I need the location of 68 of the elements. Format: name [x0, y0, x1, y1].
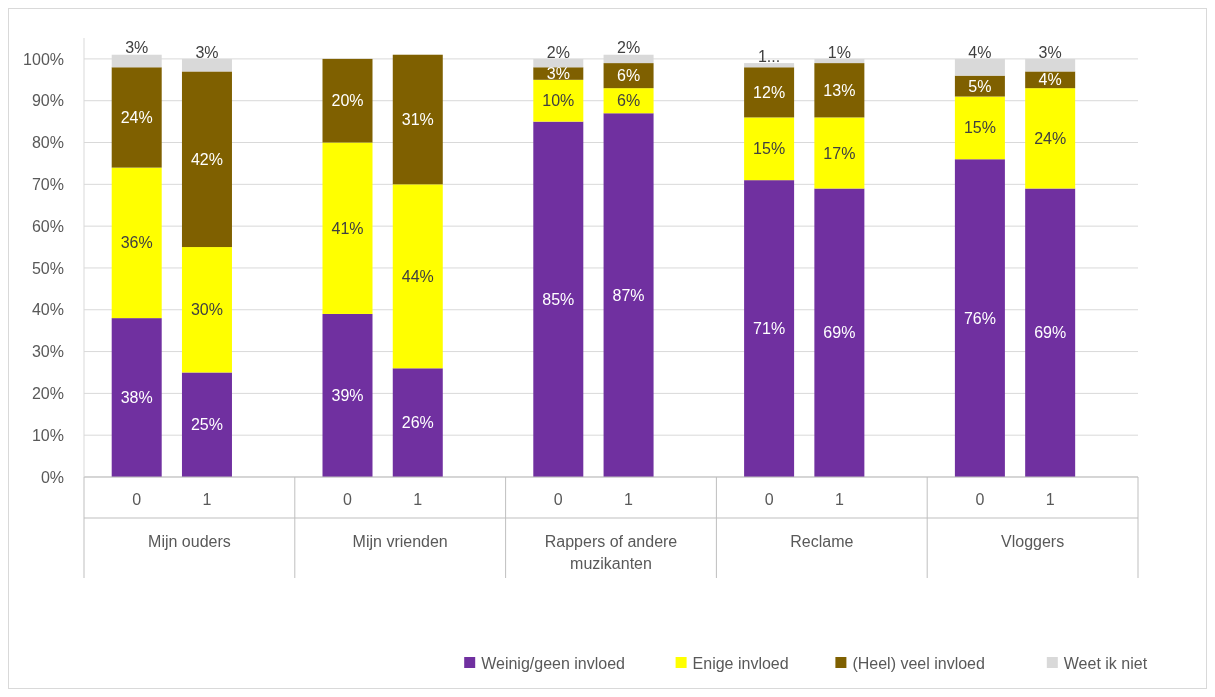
y-tick-label: 60% — [31, 217, 64, 235]
text: Mijn ouders — [148, 533, 231, 550]
y-tick-label: 30% — [31, 343, 64, 361]
data-label: 13% — [823, 81, 856, 99]
x-tick-label: 1 — [834, 491, 844, 508]
y-tick-label: 50% — [31, 259, 64, 277]
x-tick-label: 1 — [624, 491, 634, 508]
data-label: 30% — [190, 301, 223, 319]
text: Vloggers — [1001, 533, 1065, 550]
data-label: 25% — [190, 416, 223, 434]
data-label: 41% — [331, 219, 364, 237]
data-label: 71% — [753, 320, 786, 338]
legend-label: Weet ik niet — [1063, 654, 1148, 672]
data-label: 3% — [125, 39, 149, 57]
data-label: 20% — [331, 92, 364, 110]
x-tick-label: 1 — [1045, 491, 1055, 508]
data-label: 15% — [753, 140, 786, 158]
legend-label: (Heel) veel invloed — [852, 654, 985, 672]
data-label: 69% — [823, 324, 856, 342]
x-tick-label: 0 — [343, 491, 353, 508]
y-tick-label: 40% — [31, 301, 64, 319]
y-tick-label: 100% — [23, 50, 64, 68]
data-label: 1... — [757, 47, 781, 65]
x-tick-label: 0 — [553, 491, 563, 508]
data-label: 12% — [753, 83, 786, 101]
data-label: 87% — [612, 286, 645, 304]
y-tick-label: 90% — [31, 92, 64, 110]
data-label: 4% — [1038, 71, 1062, 89]
data-label: 69% — [1034, 324, 1067, 342]
x-tick-label: 0 — [764, 491, 774, 508]
data-label: 2% — [617, 39, 641, 57]
data-label: 3% — [1038, 43, 1062, 61]
data-label: 24% — [1034, 129, 1067, 147]
data-label: 6% — [617, 67, 641, 85]
data-label: 4% — [968, 43, 992, 61]
data-label: 38% — [120, 389, 153, 407]
legend-label: Weinig/geen invloed — [481, 654, 626, 672]
data-label: 2% — [546, 43, 570, 61]
x-tick-label: 1 — [202, 491, 212, 508]
data-label: 3% — [195, 43, 219, 61]
data-label: 31% — [401, 111, 434, 129]
data-label: 42% — [190, 150, 223, 168]
data-label: 15% — [963, 119, 996, 137]
data-label: 85% — [542, 290, 575, 308]
text: Rappers of andere muzikanten — [544, 533, 678, 572]
data-label: 6% — [617, 92, 641, 110]
x-tick-label: 0 — [132, 491, 142, 508]
legend-label: Enige invloed — [692, 654, 789, 672]
data-label: 10% — [542, 92, 575, 110]
data-label: 1% — [827, 43, 851, 61]
data-label: 24% — [120, 109, 153, 127]
data-label: 39% — [331, 387, 364, 405]
text: Reclame — [790, 533, 854, 550]
data-label: 36% — [120, 234, 153, 252]
data-label: 44% — [401, 267, 434, 285]
data-label: 76% — [963, 309, 996, 327]
y-tick-label: 20% — [31, 384, 64, 402]
y-tick-label: 10% — [31, 426, 64, 444]
x-tick-label: 0 — [975, 491, 985, 508]
y-tick-label: 70% — [31, 175, 64, 193]
y-tick-label: 0% — [40, 468, 64, 486]
y-tick-label: 80% — [31, 134, 64, 152]
data-label: 3% — [546, 65, 570, 83]
data-label: 26% — [401, 414, 434, 432]
data-label: 5% — [968, 77, 992, 95]
data-label: 17% — [823, 144, 856, 162]
text: Mijn vrienden — [352, 533, 448, 550]
x-tick-label: 1 — [413, 491, 423, 508]
